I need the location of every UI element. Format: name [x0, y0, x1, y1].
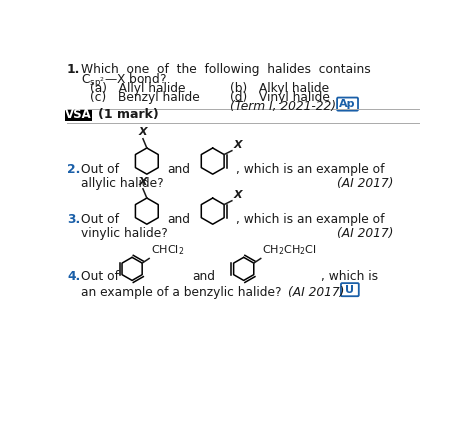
Text: and: and: [168, 163, 191, 176]
Text: 2.: 2.: [67, 163, 81, 176]
Text: , which is: , which is: [321, 270, 378, 283]
Text: VSA: VSA: [65, 108, 92, 121]
Text: (c)   Benzyl halide: (c) Benzyl halide: [90, 91, 200, 104]
Text: X: X: [233, 140, 242, 150]
Text: Out of: Out of: [81, 270, 119, 283]
Text: U: U: [346, 285, 355, 295]
Text: X: X: [138, 177, 147, 187]
Text: CH$_2$CH$_2$Cl: CH$_2$CH$_2$Cl: [262, 243, 317, 257]
Text: and: and: [168, 214, 191, 226]
Text: vinylic halide?: vinylic halide?: [81, 227, 168, 240]
Text: allylic halide?: allylic halide?: [81, 177, 164, 190]
FancyBboxPatch shape: [341, 283, 359, 296]
Text: (Term I, 2021-22): (Term I, 2021-22): [230, 100, 336, 113]
Text: (AI 2017): (AI 2017): [337, 227, 393, 240]
Text: , which is an example of: , which is an example of: [236, 214, 384, 226]
Text: (AI 2017): (AI 2017): [337, 177, 393, 190]
Text: Out of: Out of: [81, 163, 119, 176]
Text: X: X: [138, 127, 147, 137]
Text: (AI 2017): (AI 2017): [288, 286, 344, 299]
Text: (b)   Alkyl halide: (b) Alkyl halide: [230, 82, 329, 95]
Text: $\mathregular{C_{sp^2}}$—X bond?: $\mathregular{C_{sp^2}}$—X bond?: [81, 72, 167, 90]
Text: an example of a benzylic halide?: an example of a benzylic halide?: [81, 286, 282, 299]
Text: (1 mark): (1 mark): [98, 108, 159, 121]
Text: (a)   Allyl halide: (a) Allyl halide: [90, 82, 186, 95]
FancyBboxPatch shape: [337, 98, 358, 111]
Text: CHCl$_2$: CHCl$_2$: [151, 243, 184, 257]
Text: X: X: [233, 190, 242, 200]
Text: Which  one  of  the  following  halides  contains: Which one of the following halides conta…: [81, 63, 371, 75]
Text: (d)   Vinyl halide: (d) Vinyl halide: [230, 91, 329, 104]
Text: , which is an example of: , which is an example of: [236, 163, 384, 176]
Text: Ap: Ap: [338, 99, 355, 109]
Text: 3.: 3.: [67, 214, 80, 226]
Text: 1.: 1.: [67, 63, 81, 75]
Text: Out of: Out of: [81, 214, 119, 226]
Text: 4.: 4.: [67, 270, 80, 283]
FancyBboxPatch shape: [65, 110, 92, 121]
Text: and: and: [192, 270, 216, 283]
